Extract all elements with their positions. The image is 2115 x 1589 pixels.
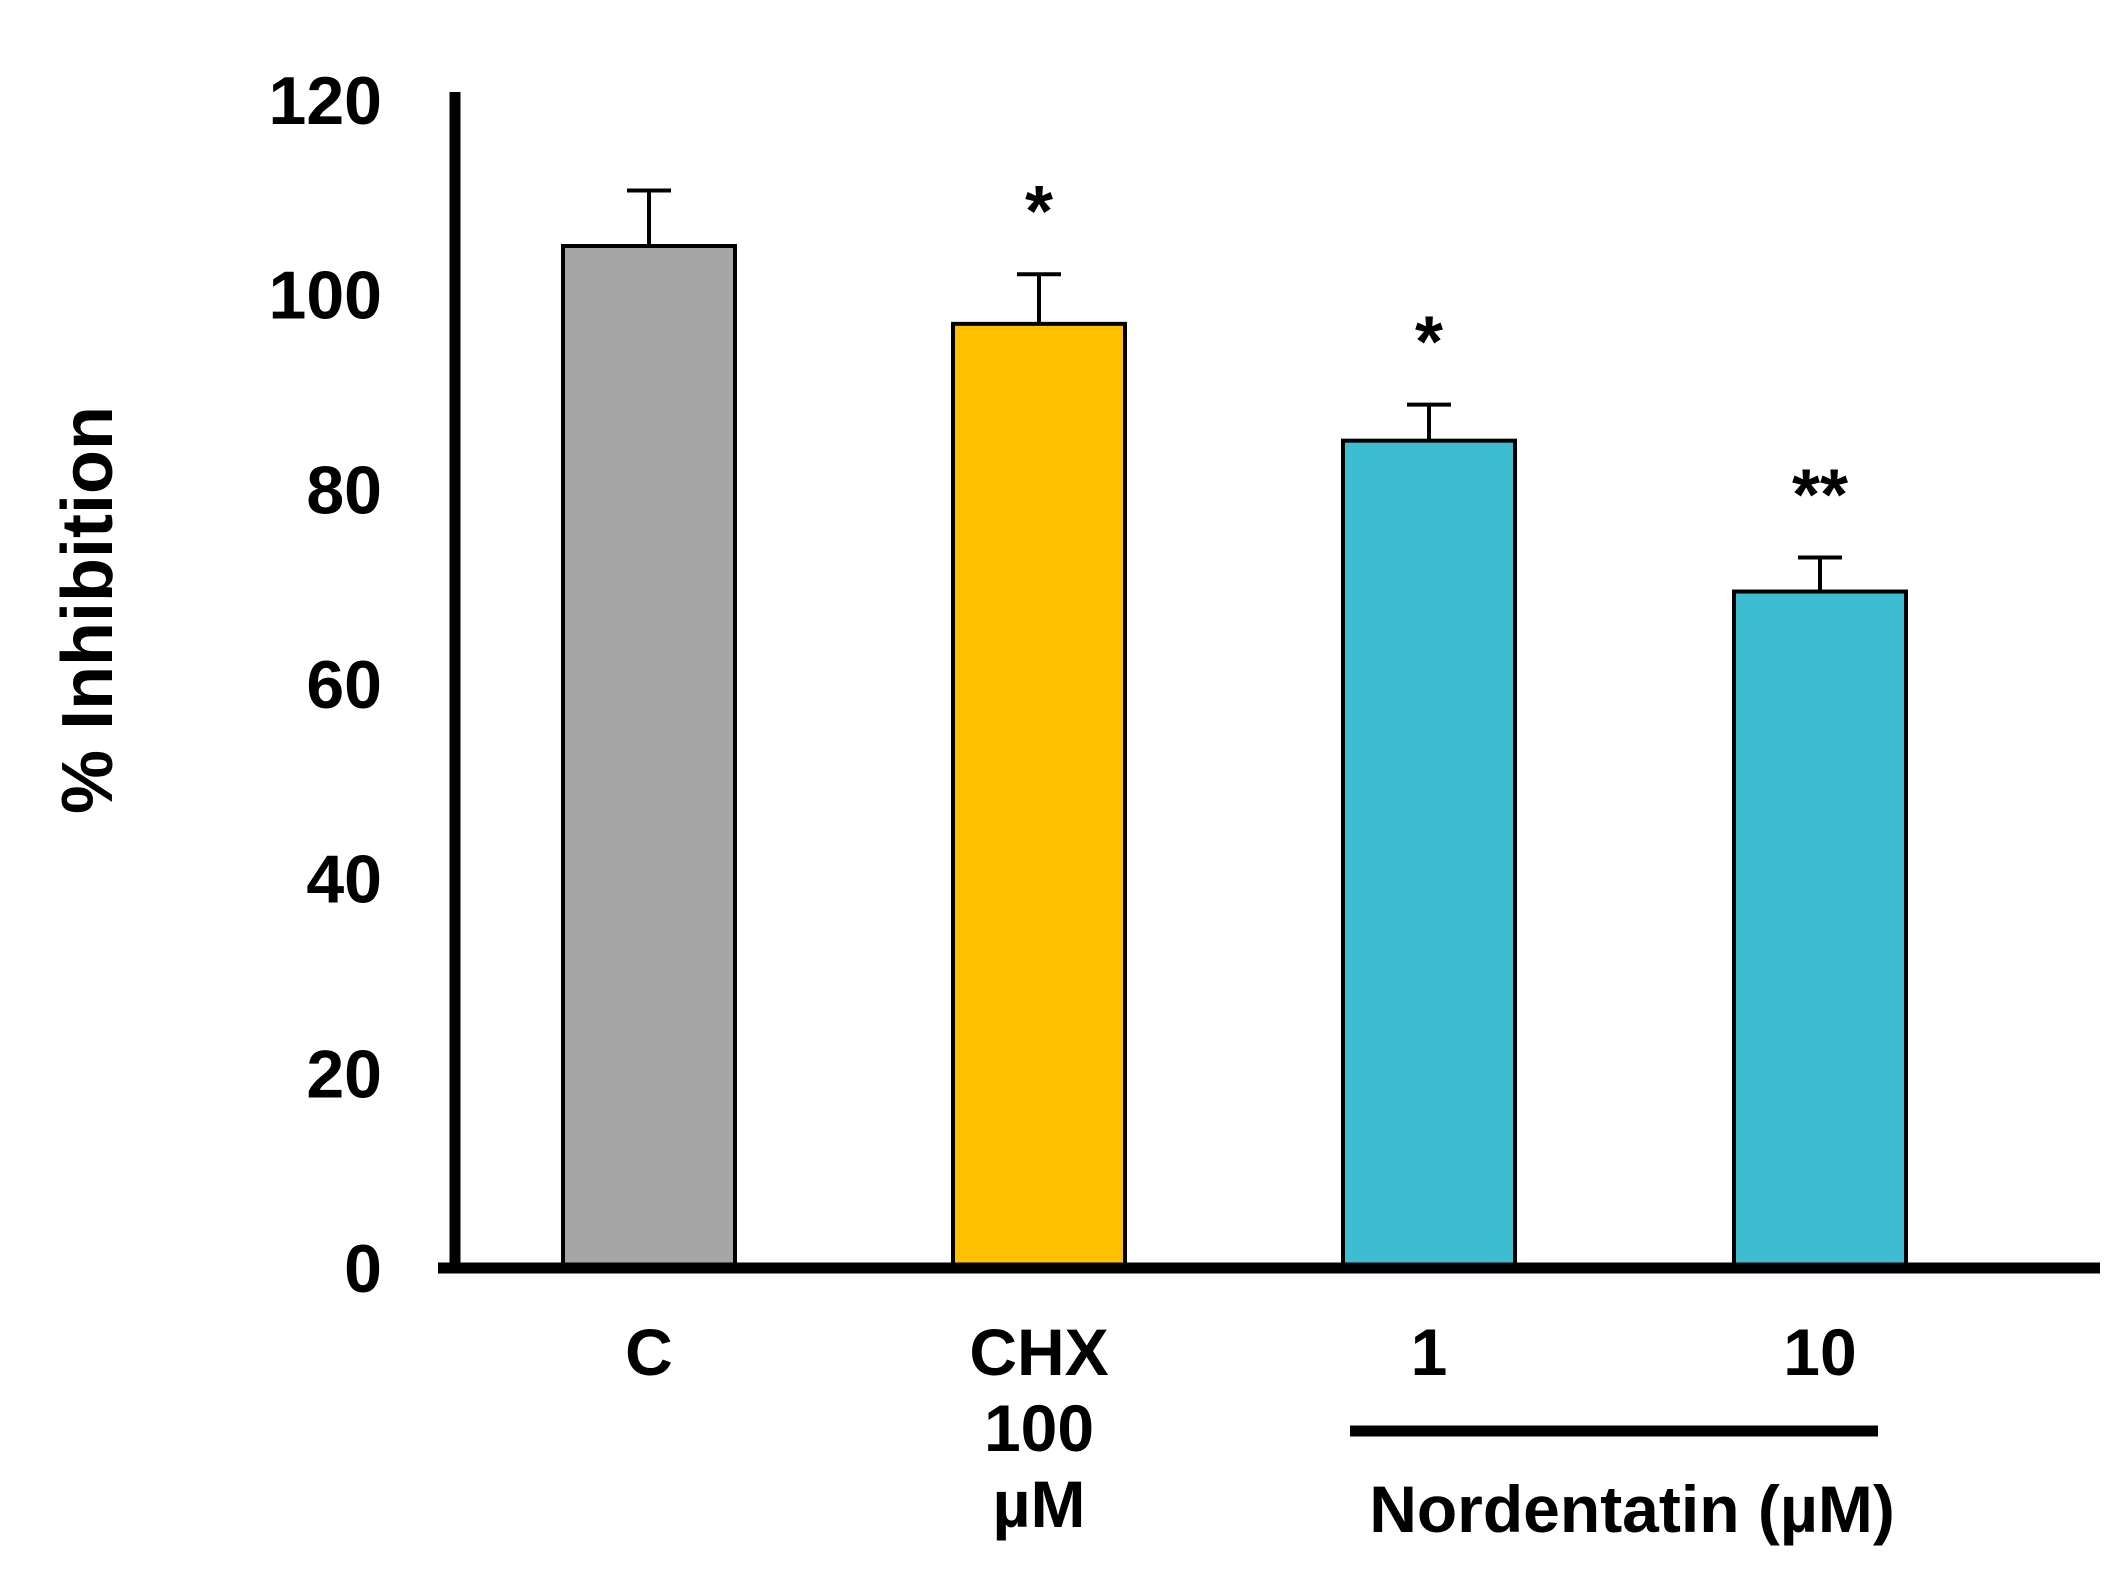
significance-marker: * bbox=[1415, 303, 1443, 383]
y-tick-label: 60 bbox=[306, 647, 382, 723]
x-tick-label: µM bbox=[992, 1467, 1085, 1541]
x-tick-label: 10 bbox=[1783, 1315, 1856, 1389]
y-tick-label: 100 bbox=[269, 258, 382, 334]
y-tick-label: 0 bbox=[344, 1231, 382, 1307]
y-tick-label: 20 bbox=[306, 1036, 382, 1112]
y-tick-label: 40 bbox=[306, 842, 382, 918]
bar bbox=[1341, 438, 1517, 1270]
significance-marker: ** bbox=[1792, 455, 1848, 535]
bars bbox=[561, 244, 1908, 1271]
y-tick-label: 80 bbox=[306, 452, 382, 528]
y-axis-label: % Inhibition bbox=[48, 406, 128, 814]
y-tick-labels: 0 20 40 60 80 100 120 bbox=[269, 63, 382, 1307]
x-tick-label: 1 bbox=[1411, 1315, 1448, 1389]
y-tick-label: 120 bbox=[269, 63, 382, 139]
x-tick-label: 100 bbox=[984, 1391, 1094, 1465]
bar bbox=[1732, 589, 1908, 1270]
x-tick-label: CHX bbox=[969, 1315, 1108, 1389]
group-label: Nordentatin (µM) bbox=[1369, 1472, 1895, 1546]
x-tick-label: C bbox=[625, 1315, 673, 1389]
bar bbox=[951, 321, 1127, 1271]
significance-marker: * bbox=[1025, 172, 1053, 252]
bar bbox=[561, 244, 737, 1270]
error-bars bbox=[627, 188, 1842, 592]
significance-labels: **** bbox=[1025, 172, 1848, 535]
